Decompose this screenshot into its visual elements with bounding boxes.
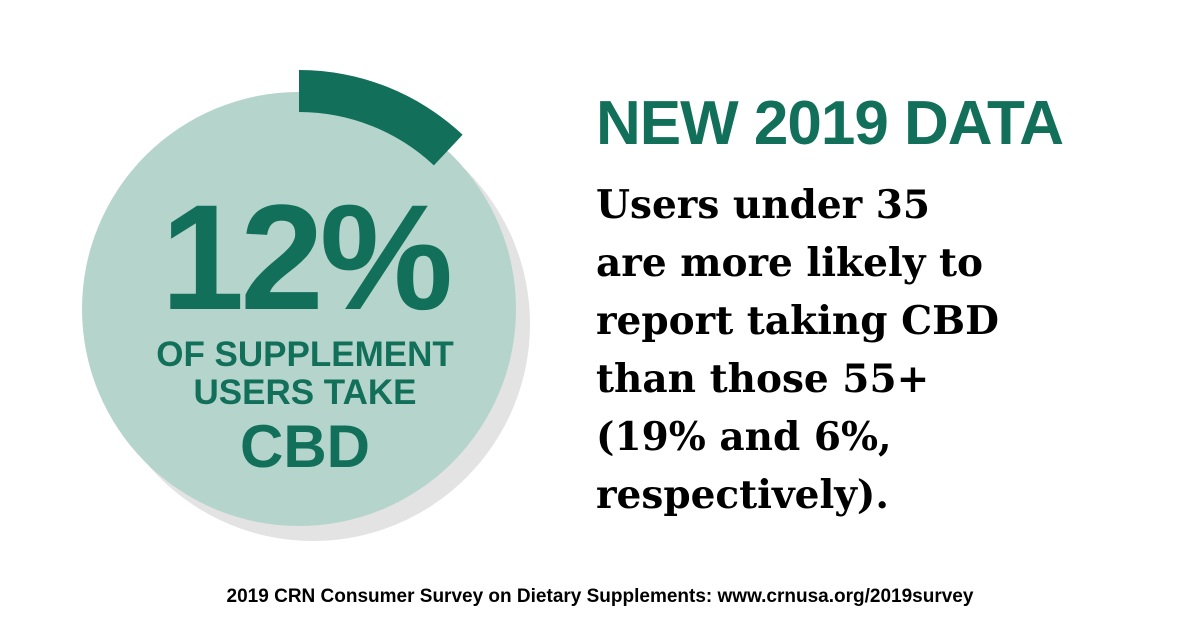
body-line: Users under 35 xyxy=(596,182,931,228)
ring-caption-line-2: USERS TAKE xyxy=(194,373,417,412)
body-line: are more likely to xyxy=(596,240,983,286)
ring-background xyxy=(82,92,516,526)
body-line: than those 55+ xyxy=(596,356,930,402)
body-line: respectively). xyxy=(596,472,889,518)
body-text: Users under 35 are more likely to report… xyxy=(596,176,999,524)
ring-progress-arc xyxy=(299,70,463,166)
body-line: (19% and 6%, xyxy=(596,414,892,460)
headline: NEW 2019 DATA xyxy=(596,89,1064,158)
percent-value: 12% xyxy=(161,173,450,341)
ring-caption-emphasis: CBD xyxy=(240,413,370,480)
source-citation: 2019 CRN Consumer Survey on Dietary Supp… xyxy=(226,586,974,607)
ring-caption-line-1: OF SUPPLEMENT xyxy=(156,335,454,374)
body-line: report taking CBD xyxy=(596,298,999,344)
